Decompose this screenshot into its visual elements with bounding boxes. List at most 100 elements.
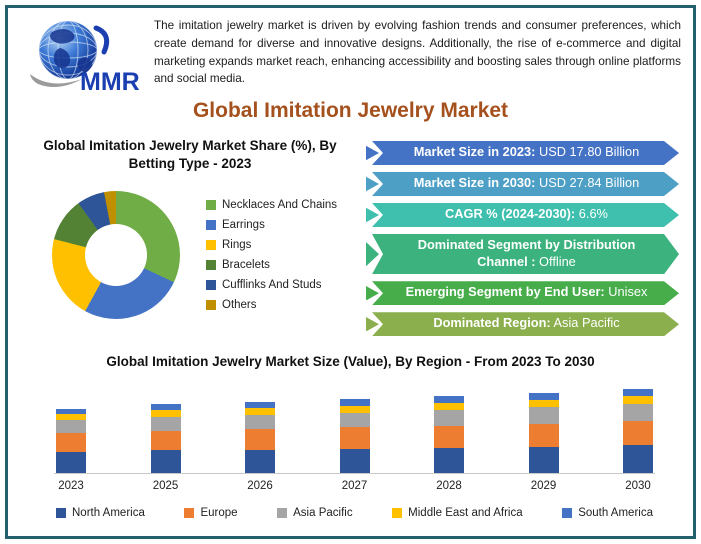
- bar-segment-middle-east-and-africa: [245, 407, 275, 415]
- bar-segment-middle-east-and-africa: [623, 396, 653, 405]
- bar-segment-north-america: [245, 449, 275, 474]
- bar-segment-middle-east-and-africa: [56, 414, 86, 421]
- bar-segment-north-america: [56, 451, 86, 474]
- banner-label: Dominated Segment by Distribution Channe…: [417, 237, 636, 269]
- x-axis-label: 2023: [58, 480, 84, 493]
- legend-label: Cufflinks And Studs: [222, 279, 322, 292]
- bar-chart-title: Global Imitation Jewelry Market Size (Va…: [106, 354, 595, 370]
- banner-market-size-2023: Market Size in 2023: USD 17.80 Billion: [366, 141, 679, 165]
- legend-swatch-icon: [277, 508, 288, 519]
- banner-market-size-2030: Market Size in 2030: USD 27.84 Billion: [366, 172, 679, 196]
- legend-label: Europe: [200, 507, 238, 520]
- banner-dominated-segment: Dominated Segment by Distribution Channe…: [366, 234, 679, 274]
- legend-label: Middle East and Africa: [408, 507, 523, 520]
- banner-value: Unisex: [608, 284, 648, 300]
- banner-cagr: CAGR % (2024-2030): 6.6%: [366, 203, 679, 227]
- stacked-bar-2027: [338, 399, 372, 474]
- bar-segment-south-america: [245, 401, 275, 408]
- bar-segment-asia-pacific: [245, 414, 275, 430]
- legend-item: Bracelets: [206, 259, 337, 271]
- legend-item: Cufflinks And Studs: [206, 279, 337, 291]
- stacked-bar-2026: [243, 401, 277, 474]
- bar-segment-middle-east-and-africa: [434, 403, 464, 411]
- bar-segment-south-america: [623, 388, 653, 397]
- banner-label: Market Size in 2023:: [413, 144, 536, 160]
- arrow-tail-icon: [366, 286, 379, 301]
- banner-label: CAGR % (2024-2030):: [445, 206, 576, 222]
- arrow-tail-icon: [366, 176, 379, 192]
- donut-chart: [52, 191, 180, 320]
- legend-item: South America: [562, 507, 653, 519]
- stacked-bar-2028: [432, 396, 466, 474]
- x-axis-label: 2028: [436, 480, 462, 493]
- bar-segment-south-america: [56, 408, 86, 415]
- globe-logo-icon: MMR: [30, 21, 140, 96]
- banner-value: USD 17.80 Billion: [538, 144, 640, 160]
- legend-swatch-icon: [206, 260, 216, 271]
- legend-label: Necklaces And Chains: [222, 199, 338, 212]
- legend-swatch-icon: [56, 508, 66, 519]
- legend-swatch-icon: [562, 508, 573, 519]
- bar-chart-plot: [54, 381, 655, 475]
- bar-segment-asia-pacific: [528, 407, 559, 424]
- bar-segment-asia-pacific: [339, 412, 370, 428]
- bar-segment-north-america: [623, 445, 653, 474]
- banner-emerging-segment: Emerging Segment by End User: Unisex: [366, 281, 679, 305]
- legend-label: Earrings: [222, 219, 265, 232]
- banner-label: Emerging Segment by End User:: [405, 284, 605, 300]
- banner-value: USD 27.84 Billion: [538, 175, 640, 191]
- legend-item: Europe: [184, 507, 238, 520]
- mmr-logo: MMR: [16, 14, 148, 96]
- arrow-tail-icon: [366, 317, 379, 332]
- middle-section: Global Imitation Jewelry Market Share (%…: [8, 123, 693, 336]
- legend-swatch-icon: [206, 240, 216, 251]
- bar-segment-middle-east-and-africa: [150, 410, 181, 417]
- bar-chart-legend: North America Europe Asia Pacific Middle…: [56, 507, 653, 519]
- legend-item: Asia Pacific: [277, 507, 353, 520]
- legend-swatch-icon: [392, 508, 403, 519]
- arrow-tail-icon: [366, 207, 379, 223]
- banner-value: Asia Pacific: [553, 315, 620, 331]
- legend-label: Bracelets: [222, 259, 270, 272]
- legend-label: Asia Pacific: [293, 507, 353, 520]
- legend-swatch-icon: [206, 220, 216, 231]
- stacked-bar-2030: [621, 388, 655, 474]
- bar-segment-south-america: [339, 399, 370, 406]
- key-stats-banners: Market Size in 2023: USD 17.80 Billion M…: [364, 123, 685, 336]
- legend-label: Others: [222, 299, 257, 312]
- banner-value: Offline: [539, 253, 576, 269]
- bar-segment-south-america: [528, 392, 559, 400]
- infographic-frame: MMR The imitation jewelry market is driv…: [5, 5, 696, 539]
- banner-label: Market Size in 2030:: [413, 175, 536, 191]
- bar-segment-europe: [245, 429, 275, 450]
- x-axis-label: 2025: [152, 480, 179, 493]
- legend-item: Necklaces And Chains: [206, 199, 337, 211]
- legend-swatch-icon: [206, 200, 216, 211]
- bar-segment-north-america: [339, 448, 370, 474]
- bar-segment-europe: [434, 425, 464, 448]
- bar-segment-asia-pacific: [150, 416, 181, 431]
- legend-label: South America: [578, 507, 653, 520]
- logo-text: MMR: [80, 68, 140, 96]
- banner-dominated-region: Dominated Region: Asia Pacific: [366, 312, 679, 336]
- bar-segment-asia-pacific: [56, 420, 86, 434]
- legend-swatch-icon: [206, 300, 216, 311]
- pie-legend: Necklaces And Chains Earrings Rings Brac…: [206, 199, 337, 311]
- x-axis-label: 2029: [530, 480, 557, 493]
- legend-item: Rings: [206, 239, 337, 251]
- stacked-bar-2023: [54, 408, 88, 474]
- legend-item: North America: [56, 507, 145, 519]
- bar-segment-europe: [339, 427, 370, 449]
- bar-segment-europe: [528, 423, 559, 447]
- header: MMR The imitation jewelry market is driv…: [8, 8, 693, 96]
- legend-swatch-icon: [206, 280, 216, 291]
- bar-chart-xlabels: 2023 2025 2026 2027 2028 2029 2030: [54, 480, 655, 492]
- bar-segment-europe: [623, 421, 653, 446]
- stacked-bar-2029: [527, 392, 561, 474]
- banner-value: 6.6%: [578, 206, 608, 222]
- bar-segment-north-america: [528, 446, 559, 474]
- x-axis-label: 2027: [341, 480, 368, 493]
- bar-segment-europe: [56, 433, 86, 452]
- legend-item: Middle East and Africa: [392, 507, 523, 520]
- page-title: Global Imitation Jewelry Market: [192, 99, 509, 122]
